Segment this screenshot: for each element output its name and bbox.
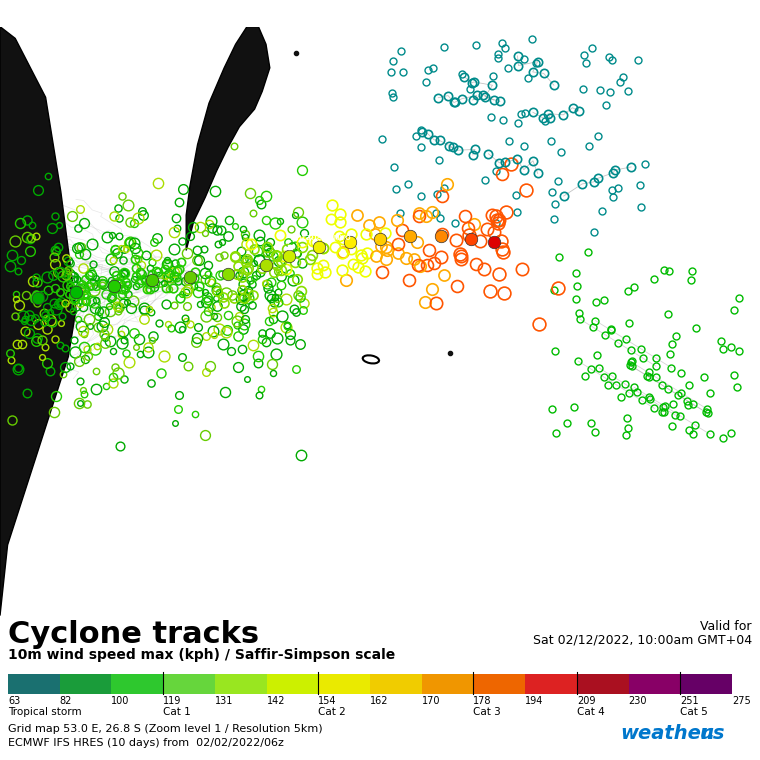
Text: 170: 170 xyxy=(422,695,440,705)
Text: Grid map 53.0 E, 26.8 S (Zoom level 1 / Resolution 5km): Grid map 53.0 E, 26.8 S (Zoom level 1 / … xyxy=(8,724,323,733)
Text: 131: 131 xyxy=(215,695,233,705)
Bar xyxy=(60,673,112,694)
Text: Antananarivo: Antananarivo xyxy=(291,233,352,242)
Text: This service is based on data and products of the European Centre for Medium-ran: This service is based on data and produc… xyxy=(4,8,562,18)
Text: 119: 119 xyxy=(163,695,182,705)
Bar xyxy=(525,673,577,694)
Text: 63: 63 xyxy=(8,695,21,705)
Bar xyxy=(112,673,163,694)
Text: Valid for: Valid for xyxy=(701,619,752,632)
Text: 10m wind speed max (kph) / Saffir-Simpson scale: 10m wind speed max (kph) / Saffir-Simpso… xyxy=(8,648,395,662)
Bar xyxy=(473,673,525,694)
Bar xyxy=(629,673,680,694)
Text: us: us xyxy=(700,724,726,743)
Text: 275: 275 xyxy=(732,695,751,705)
Text: Cat 1: Cat 1 xyxy=(163,707,191,717)
Text: Map data © OpenStreetMap contributors, rendering GIScience Research Group @ Heid: Map data © OpenStreetMap contributors, r… xyxy=(393,606,756,613)
Text: Cat 4: Cat 4 xyxy=(577,707,605,717)
Text: Tropical storm: Tropical storm xyxy=(8,707,81,717)
Text: Cat 3: Cat 3 xyxy=(473,707,501,717)
Text: 154: 154 xyxy=(318,695,337,705)
Text: 82: 82 xyxy=(60,695,72,705)
Bar xyxy=(318,673,370,694)
Text: 209: 209 xyxy=(577,695,595,705)
Text: 230: 230 xyxy=(629,695,647,705)
Bar xyxy=(163,673,215,694)
Text: 178: 178 xyxy=(473,695,492,705)
Bar xyxy=(422,673,473,694)
Text: 100: 100 xyxy=(112,695,130,705)
Text: 194: 194 xyxy=(525,695,543,705)
Text: ECMWF IFS HRES (10 days) from  02/02/2022/06z: ECMWF IFS HRES (10 days) from 02/02/2022… xyxy=(8,738,284,748)
Text: 251: 251 xyxy=(680,695,699,705)
Text: Port Louis: Port Louis xyxy=(410,324,454,333)
Text: Sat 02/12/2022, 10:00am GMT+04: Sat 02/12/2022, 10:00am GMT+04 xyxy=(533,634,752,647)
Text: 142: 142 xyxy=(267,695,285,705)
Bar xyxy=(267,673,318,694)
Text: Cyclone tracks: Cyclone tracks xyxy=(8,619,259,648)
Polygon shape xyxy=(186,27,270,251)
Bar xyxy=(8,673,60,694)
Bar xyxy=(680,673,732,694)
Bar xyxy=(215,673,267,694)
Text: Cat 2: Cat 2 xyxy=(318,707,346,717)
Bar xyxy=(370,673,422,694)
Polygon shape xyxy=(0,27,76,616)
Text: weather.: weather. xyxy=(620,724,715,743)
Text: Cat 5: Cat 5 xyxy=(680,707,708,717)
Text: 162: 162 xyxy=(370,695,388,705)
Bar xyxy=(577,673,629,694)
